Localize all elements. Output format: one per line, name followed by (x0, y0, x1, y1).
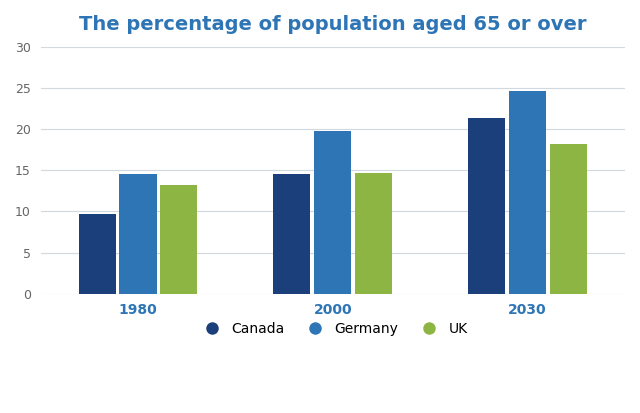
Bar (509, 91, 546, 294)
Legend: Canada, Germany, UK: Canada, Germany, UK (193, 316, 473, 341)
Bar (468, 118, 505, 294)
Title: The percentage of population aged 65 or over: The percentage of population aged 65 or … (79, 15, 586, 34)
Bar (355, 173, 392, 294)
Bar (120, 174, 157, 294)
Bar (273, 174, 310, 294)
Bar (79, 214, 116, 294)
Bar (161, 185, 197, 294)
Bar (550, 144, 587, 294)
Bar (314, 131, 351, 294)
